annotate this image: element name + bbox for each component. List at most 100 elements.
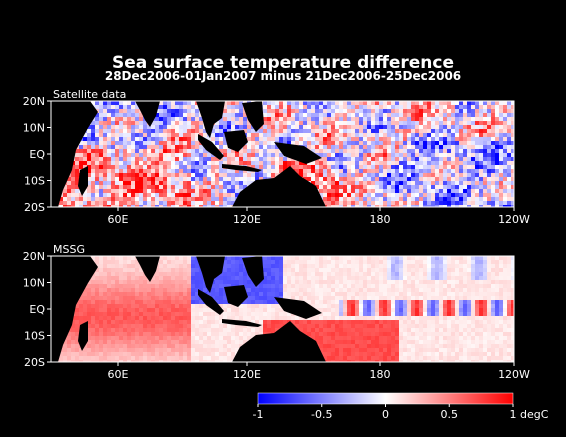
sst-cell (479, 141, 483, 145)
sst-cell (427, 280, 431, 284)
sst-cell (391, 137, 395, 141)
sst-cell (319, 284, 323, 288)
sst-cell (475, 177, 479, 181)
sst-cell (299, 296, 303, 300)
sst-cell (95, 312, 99, 316)
sst-cell (255, 149, 259, 153)
sst-cell (207, 177, 211, 181)
sst-cell (335, 268, 339, 272)
sst-cell (215, 133, 219, 137)
sst-cell (83, 157, 87, 161)
sst-cell (155, 137, 159, 141)
sst-cell (335, 129, 339, 133)
sst-cell (103, 268, 107, 272)
sst-cell (395, 284, 399, 288)
sst-cell (159, 260, 163, 264)
sst-cell (303, 129, 307, 133)
sst-cell (331, 316, 335, 320)
sst-cell (363, 141, 367, 145)
sst-cell (503, 113, 507, 117)
sst-cell (251, 157, 255, 161)
sst-cell (383, 272, 387, 276)
sst-cell (427, 141, 431, 145)
sst-cell (447, 205, 451, 207)
sst-cell (463, 169, 467, 173)
sst-cell (451, 264, 455, 268)
sst-cell (507, 308, 511, 312)
sst-cell (163, 280, 167, 284)
sst-cell (167, 292, 171, 296)
sst-cell (195, 165, 199, 169)
sst-cell (187, 268, 191, 272)
sst-cell (315, 121, 319, 125)
sst-cell (415, 260, 419, 264)
sst-cell (219, 280, 223, 284)
sst-cell (227, 177, 231, 181)
sst-cell (455, 276, 459, 280)
sst-cell (191, 113, 195, 117)
sst-cell (343, 201, 347, 205)
sst-cell (123, 205, 127, 207)
sst-cell (119, 113, 123, 117)
sst-cell (459, 268, 463, 272)
sst-cell (103, 256, 107, 260)
sst-cell (127, 117, 131, 121)
sst-cell (215, 169, 219, 173)
sst-cell (463, 101, 467, 105)
sst-cell (483, 185, 487, 189)
sst-cell (115, 165, 119, 169)
sst-cell (495, 205, 499, 207)
sst-cell (503, 181, 507, 185)
sst-cell (447, 169, 451, 173)
sst-cell (471, 141, 475, 145)
sst-cell (231, 316, 235, 320)
sst-cell (443, 304, 447, 308)
sst-cell (295, 129, 299, 133)
sst-cell (431, 121, 435, 125)
sst-cell (235, 308, 239, 312)
sst-cell (271, 260, 275, 264)
sst-cell (195, 117, 199, 121)
sst-cell (395, 308, 399, 312)
sst-cell (375, 121, 379, 125)
sst-cell (139, 185, 143, 189)
sst-cell (319, 101, 323, 105)
sst-cell (355, 312, 359, 316)
sst-cell (179, 105, 183, 109)
sst-cell (195, 284, 199, 288)
sst-cell (119, 272, 123, 276)
sst-cell (383, 117, 387, 121)
sst-cell (463, 268, 467, 272)
sst-cell (355, 316, 359, 320)
sst-cell (371, 121, 375, 125)
sst-cell (487, 169, 491, 173)
sst-cell (195, 141, 199, 145)
sst-cell (423, 264, 427, 268)
sst-cell (351, 300, 355, 304)
sst-cell (491, 189, 495, 193)
sst-cell (419, 125, 423, 129)
sst-cell (131, 189, 135, 193)
sst-cell (147, 316, 151, 320)
sst-cell (307, 161, 311, 165)
sst-cell (379, 145, 383, 149)
sst-cell (95, 157, 99, 161)
sst-cell (135, 284, 139, 288)
sst-cell (107, 121, 111, 125)
sst-cell (175, 149, 179, 153)
sst-cell (415, 101, 419, 105)
sst-cell (287, 264, 291, 268)
sst-cell (363, 125, 367, 129)
sst-cell (95, 129, 99, 133)
sst-cell (235, 161, 239, 165)
sst-cell (471, 193, 475, 197)
sst-cell (395, 264, 399, 268)
sst-cell (443, 113, 447, 117)
sst-cell (363, 181, 367, 185)
sst-cell (319, 169, 323, 173)
sst-cell (287, 121, 291, 125)
sst-cell (303, 268, 307, 272)
sst-cell (71, 197, 75, 201)
sst-cell (111, 205, 115, 207)
sst-cell (463, 288, 467, 292)
